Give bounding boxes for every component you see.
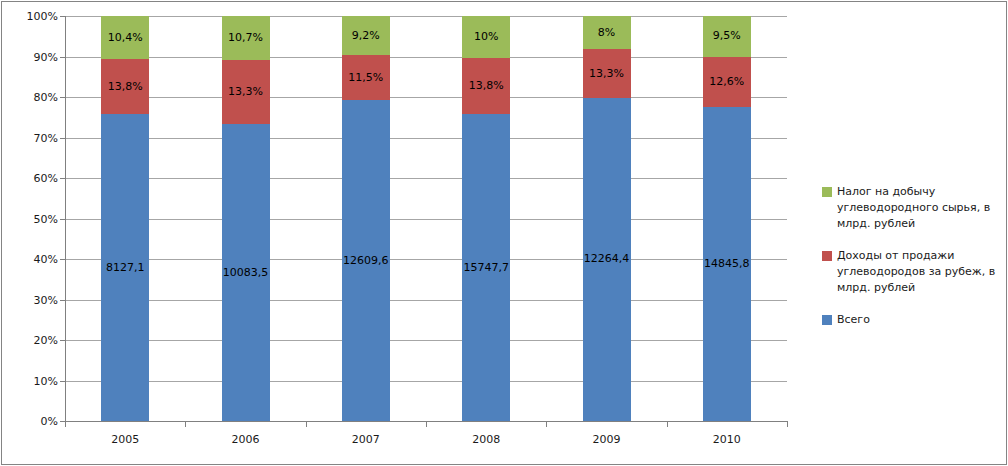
bar-data-label: 10083,5 bbox=[216, 266, 276, 279]
x-axis-category-label: 2005 bbox=[85, 433, 165, 446]
gridline bbox=[65, 300, 787, 301]
legend: Налог на добычу углеводородного сырья, в… bbox=[822, 184, 1000, 344]
bar-data-label: 9,2% bbox=[336, 29, 396, 42]
gridline bbox=[65, 340, 787, 341]
legend-swatch bbox=[822, 251, 832, 261]
chart: 100% 90% 80% 70% 60% 50% 40% 30% 20% 10% 0% 8127,1… bbox=[1, 1, 1007, 465]
gridline bbox=[65, 57, 787, 58]
x-axis-tick bbox=[546, 422, 547, 427]
y-axis-tick-label: 10% bbox=[2, 375, 58, 388]
x-axis-category-label: 2007 bbox=[326, 433, 406, 446]
bar-data-label: 8% bbox=[577, 26, 637, 39]
legend-item: Налог на добычу углеводородного сырья, в… bbox=[822, 184, 1000, 232]
bar-data-label: 8127,1 bbox=[95, 261, 155, 274]
x-axis-tick bbox=[787, 422, 788, 427]
y-axis-tick-label: 40% bbox=[2, 253, 58, 266]
y-axis-tick-label: 60% bbox=[2, 172, 58, 185]
bar-data-label: 13,8% bbox=[456, 79, 516, 92]
bar-data-label: 12,6% bbox=[697, 75, 757, 88]
legend-swatch bbox=[822, 187, 832, 197]
bar-data-label: 9,5% bbox=[697, 29, 757, 42]
x-axis-category-label: 2006 bbox=[206, 433, 286, 446]
gridline bbox=[65, 219, 787, 220]
gridline bbox=[65, 381, 787, 382]
bar-data-label: 13,3% bbox=[577, 67, 637, 80]
legend-item: Всего bbox=[822, 312, 1000, 328]
x-axis-category-label: 2008 bbox=[446, 433, 526, 446]
x-axis-tick bbox=[306, 422, 307, 427]
x-axis-tick bbox=[667, 422, 668, 427]
gridline bbox=[65, 97, 787, 98]
legend-item: Доходы от продажи углеводородов за рубеж… bbox=[822, 248, 1000, 296]
gridline bbox=[65, 138, 787, 139]
y-axis-line bbox=[65, 16, 66, 426]
bar-data-label: 15747,7 bbox=[456, 261, 516, 274]
y-axis-tick-label: 0% bbox=[2, 415, 58, 428]
legend-label: Доходы от продажи углеводородов за рубеж… bbox=[837, 248, 1000, 296]
bar-data-label: 11,5% bbox=[336, 71, 396, 84]
y-axis-tick-label: 20% bbox=[2, 334, 58, 347]
bar-data-label: 12609,6 bbox=[336, 254, 396, 267]
gridline bbox=[65, 259, 787, 260]
x-axis-tick bbox=[65, 422, 66, 427]
bar-data-label: 10,4% bbox=[95, 31, 155, 44]
bar-data-label: 12264,4 bbox=[577, 252, 637, 265]
y-axis-tick-label: 30% bbox=[2, 294, 58, 307]
bar-data-label: 13,3% bbox=[216, 85, 276, 98]
legend-label: Всего bbox=[837, 312, 870, 328]
x-axis-tick bbox=[426, 422, 427, 427]
y-axis-tick-label: 90% bbox=[2, 51, 58, 64]
bar-data-label: 10,7% bbox=[216, 31, 276, 44]
x-axis-category-label: 2009 bbox=[567, 433, 647, 446]
gridline bbox=[65, 178, 787, 179]
x-axis-tick bbox=[185, 422, 186, 427]
bar-data-label: 10% bbox=[456, 30, 516, 43]
bar-data-label: 13,8% bbox=[95, 80, 155, 93]
x-axis-category-label: 2010 bbox=[687, 433, 767, 446]
y-axis-tick-label: 70% bbox=[2, 132, 58, 145]
legend-swatch bbox=[822, 315, 832, 325]
gridline bbox=[65, 16, 787, 17]
y-axis-tick-label: 50% bbox=[2, 213, 58, 226]
y-axis-tick-label: 100% bbox=[2, 10, 58, 23]
legend-label: Налог на добычу углеводородного сырья, в… bbox=[837, 184, 1000, 232]
y-axis-tick-label: 80% bbox=[2, 91, 58, 104]
bar-data-label: 14845,8 bbox=[697, 257, 757, 270]
